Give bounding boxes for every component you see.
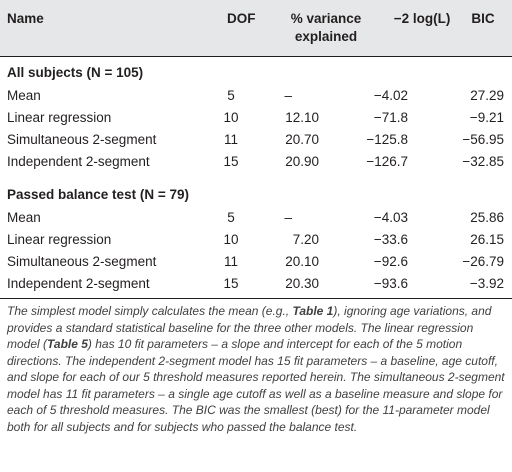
cell-bic: 27.29	[470, 88, 504, 103]
cell-name: Linear regression	[7, 232, 112, 247]
cell-name: Linear regression	[7, 110, 112, 125]
cell-name: Simultaneous 2-segment	[7, 254, 157, 269]
cell-bic: −32.85	[462, 154, 504, 169]
cell-name: Mean	[7, 210, 41, 225]
cell-bic: 26.15	[470, 232, 504, 247]
cell-bic: −26.79	[462, 254, 504, 269]
cell-name: Independent 2-segment	[7, 154, 150, 169]
cell-loglik: −4.03	[373, 210, 408, 225]
cell-loglik: −33.6	[373, 232, 408, 247]
cell-loglik: −93.6	[373, 276, 408, 291]
cell-dof: 5	[227, 88, 235, 103]
header-variance-line1: % variance	[290, 11, 362, 26]
cell-name: Mean	[7, 88, 41, 103]
header-variance: % variance explained	[276, 10, 376, 46]
cell-loglik: −71.8	[373, 110, 408, 125]
table-row: Mean 5 – −4.02 27.29	[0, 85, 512, 107]
header-variance-line2: explained	[294, 29, 358, 44]
table-row: Independent 2-segment 15 20.30 −93.6 −3.…	[0, 273, 512, 295]
cell-variance: 7.20	[292, 232, 319, 247]
cell-variance: 20.90	[285, 154, 319, 169]
cell-dof: 10	[223, 232, 239, 247]
cell-loglik: −125.8	[366, 132, 408, 147]
cell-variance: 20.70	[285, 132, 319, 147]
cell-dof: 11	[223, 254, 238, 269]
cell-loglik: −92.6	[373, 254, 408, 269]
cell-dof: 10	[223, 110, 239, 125]
header-name: Name	[7, 11, 44, 26]
footnote-ref-table5[interactable]: Table 5	[47, 337, 88, 351]
cell-bic: −3.92	[469, 276, 504, 291]
cell-dof: 15	[223, 276, 239, 291]
table-row: Linear regression 10 12.10 −71.8 −9.21	[0, 107, 512, 129]
cell-dof: 11	[223, 132, 238, 147]
cell-bic: −56.95	[462, 132, 504, 147]
header-loglik: −2 log(L)	[393, 11, 451, 26]
cell-loglik: −126.7	[366, 154, 408, 169]
cell-variance: –	[284, 88, 292, 103]
footnote-text-1: The simplest model simply calculates the…	[7, 304, 293, 318]
table-row: Simultaneous 2-segment 11 20.70 −125.8 −…	[0, 129, 512, 151]
cell-dof: 15	[223, 154, 239, 169]
cell-variance: 12.10	[285, 110, 319, 125]
header-rule	[0, 56, 512, 57]
section-title-all: All subjects (N = 105)	[7, 65, 144, 80]
table-row: Mean 5 – −4.03 25.86	[0, 207, 512, 229]
cell-dof: 5	[227, 210, 235, 225]
section-title-passed: Passed balance test (N = 79)	[7, 187, 189, 202]
table-bottom-rule	[0, 298, 512, 299]
table-row: Independent 2-segment 15 20.90 −126.7 −3…	[0, 151, 512, 173]
cell-variance: 20.30	[285, 276, 319, 291]
cell-variance: 20.10	[285, 254, 319, 269]
cell-variance: –	[284, 210, 292, 225]
footnote-text-3: ) has 10 fit parameters – a slope and in…	[7, 337, 505, 434]
table-header: Name DOF % variance explained −2 log(L) B…	[0, 0, 512, 56]
header-dof: DOF	[227, 11, 256, 26]
footnote-text-2: ), ignoring age variations, and provides…	[7, 304, 492, 351]
cell-loglik: −4.02	[373, 88, 408, 103]
cell-bic: 25.86	[470, 210, 504, 225]
cell-name: Simultaneous 2-segment	[7, 132, 157, 147]
table-row: Simultaneous 2-segment 11 20.10 −92.6 −2…	[0, 251, 512, 273]
cell-bic: −9.21	[469, 110, 504, 125]
table-row: Linear regression 10 7.20 −33.6 26.15	[0, 229, 512, 251]
header-bic: BIC	[471, 11, 495, 26]
footnote-ref-table1[interactable]: Table 1	[292, 304, 334, 318]
table-footnote: The simplest model simply calculates the…	[7, 303, 507, 435]
cell-name: Independent 2-segment	[7, 276, 150, 291]
